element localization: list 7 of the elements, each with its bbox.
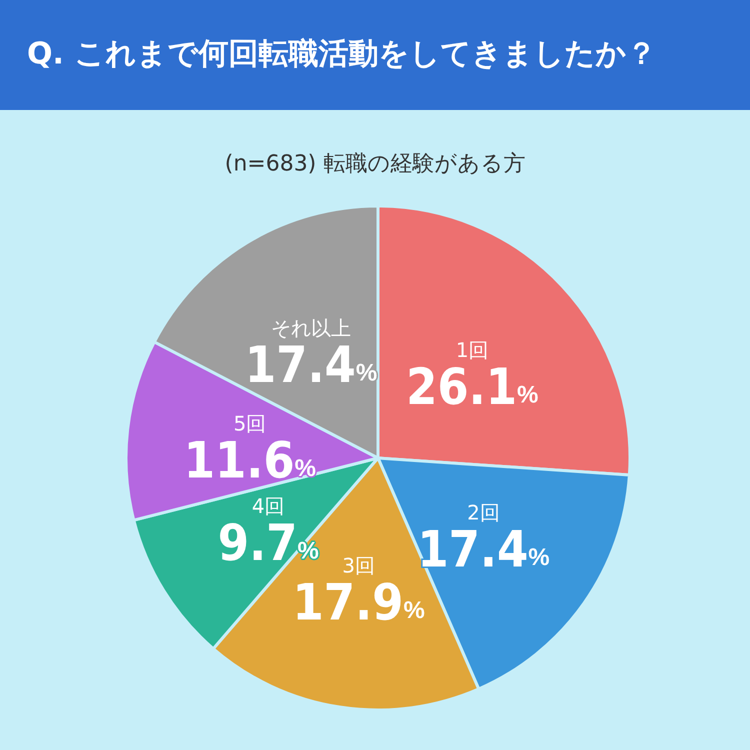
slice-label: 1回 [456, 338, 489, 362]
chart-title: Q. これまで何回転職活動をしてきましたか？ [27, 36, 656, 72]
slice-label: 4回 [252, 494, 285, 518]
slice-label: それ以上 [271, 316, 352, 340]
chart-subtitle: (n=683) 転職の経験がある方 [224, 152, 526, 176]
slice-label: 5回 [233, 411, 266, 436]
slice-label: 2回 [467, 500, 500, 524]
